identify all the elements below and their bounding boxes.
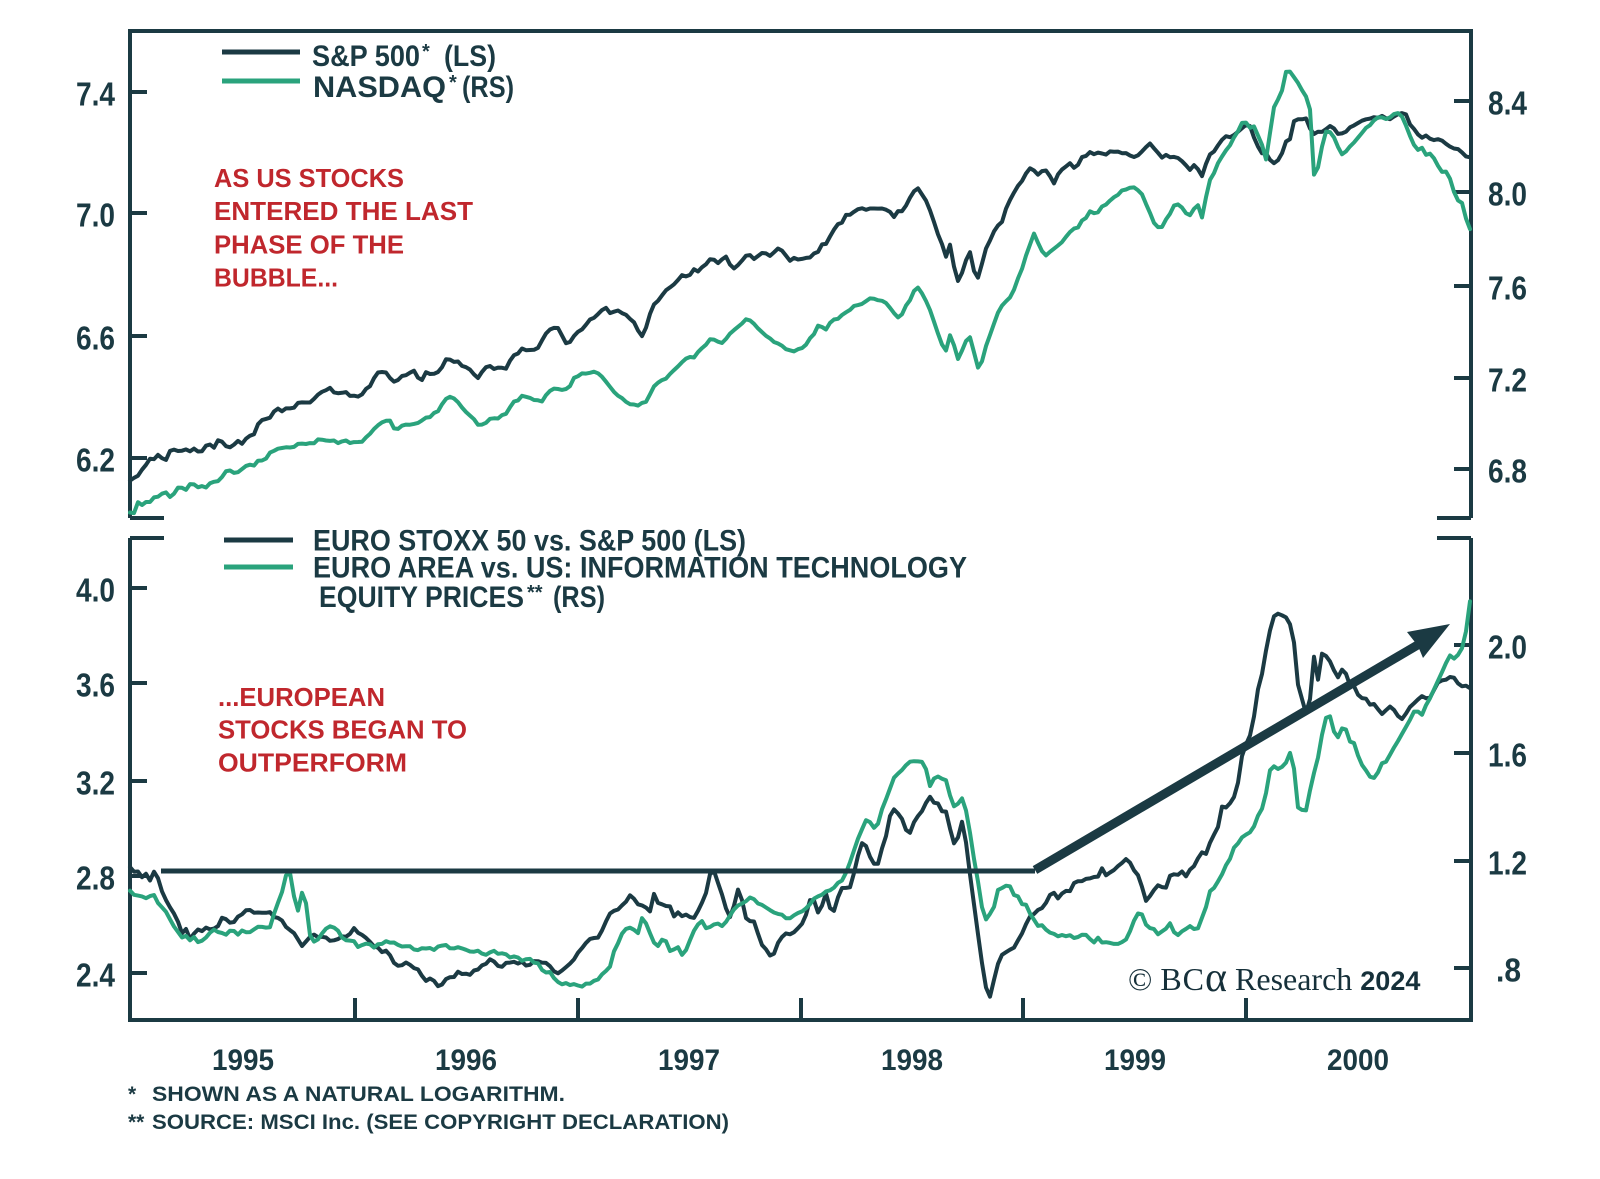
svg-text:NASDAQ: NASDAQ bbox=[313, 71, 446, 104]
svg-text:...EUROPEAN: ...EUROPEAN bbox=[218, 682, 385, 712]
svg-text:**: ** bbox=[128, 1111, 145, 1134]
svg-text:.8: .8 bbox=[1496, 952, 1521, 989]
svg-text:2.8: 2.8 bbox=[76, 860, 115, 897]
svg-text:3.2: 3.2 bbox=[76, 765, 115, 802]
svg-text:1995: 1995 bbox=[212, 1044, 274, 1077]
svg-text:1997: 1997 bbox=[658, 1044, 720, 1077]
svg-text:8.4: 8.4 bbox=[1488, 85, 1528, 122]
svg-text:6.2: 6.2 bbox=[76, 442, 115, 479]
svg-text:EURO AREA vs. US: INFORMATION: EURO AREA vs. US: INFORMATION TECHNOLOGY bbox=[313, 552, 967, 585]
svg-text:S&P 500: S&P 500 bbox=[312, 40, 420, 73]
svg-text:*: * bbox=[422, 41, 430, 63]
svg-text:STOCKS BEGAN TO: STOCKS BEGAN TO bbox=[218, 715, 467, 745]
svg-text:1999: 1999 bbox=[1104, 1044, 1166, 1077]
svg-text:EQUITY PRICES: EQUITY PRICES bbox=[319, 581, 524, 614]
svg-text:**: ** bbox=[527, 582, 543, 604]
svg-text:7.6: 7.6 bbox=[1488, 270, 1527, 307]
svg-text:*: * bbox=[128, 1083, 137, 1106]
svg-text:4.0: 4.0 bbox=[76, 572, 115, 609]
svg-text:2000: 2000 bbox=[1327, 1044, 1389, 1077]
svg-text:1996: 1996 bbox=[435, 1044, 497, 1077]
svg-text:ENTERED THE LAST: ENTERED THE LAST bbox=[214, 196, 473, 226]
svg-text:8.0: 8.0 bbox=[1488, 176, 1527, 213]
svg-text:BUBBLE...: BUBBLE... bbox=[214, 263, 338, 293]
svg-text:OUTPERFORM: OUTPERFORM bbox=[218, 747, 407, 777]
svg-text:7.2: 7.2 bbox=[1488, 362, 1527, 399]
svg-text:6.6: 6.6 bbox=[76, 320, 115, 357]
svg-text:2.0: 2.0 bbox=[1488, 629, 1527, 666]
svg-text:7.0: 7.0 bbox=[76, 197, 115, 234]
svg-text:AS US STOCKS: AS US STOCKS bbox=[214, 163, 404, 193]
svg-text:7.4: 7.4 bbox=[76, 76, 116, 113]
svg-text:3.6: 3.6 bbox=[76, 667, 115, 704]
svg-text:(RS): (RS) bbox=[553, 581, 605, 614]
svg-text:2.4: 2.4 bbox=[76, 957, 116, 994]
svg-text:(LS): (LS) bbox=[444, 40, 496, 73]
svg-text:1998: 1998 bbox=[881, 1044, 943, 1077]
svg-text:SOURCE: MSCI Inc. (SEE COPYRIG: SOURCE: MSCI Inc. (SEE COPYRIGHT DECLARA… bbox=[152, 1111, 729, 1134]
svg-text:1.2: 1.2 bbox=[1488, 845, 1527, 882]
svg-text:*: * bbox=[449, 72, 457, 94]
svg-text:1.6: 1.6 bbox=[1488, 737, 1527, 774]
svg-text:SHOWN AS A NATURAL LOGARITHM.: SHOWN AS A NATURAL LOGARITHM. bbox=[152, 1083, 565, 1106]
svg-text:PHASE OF THE: PHASE OF THE bbox=[214, 229, 404, 259]
svg-text:(RS): (RS) bbox=[462, 71, 514, 104]
svg-text:6.8: 6.8 bbox=[1488, 453, 1527, 490]
svg-text:EURO STOXX 50 vs. S&P 500 (LS): EURO STOXX 50 vs. S&P 500 (LS) bbox=[313, 525, 746, 558]
